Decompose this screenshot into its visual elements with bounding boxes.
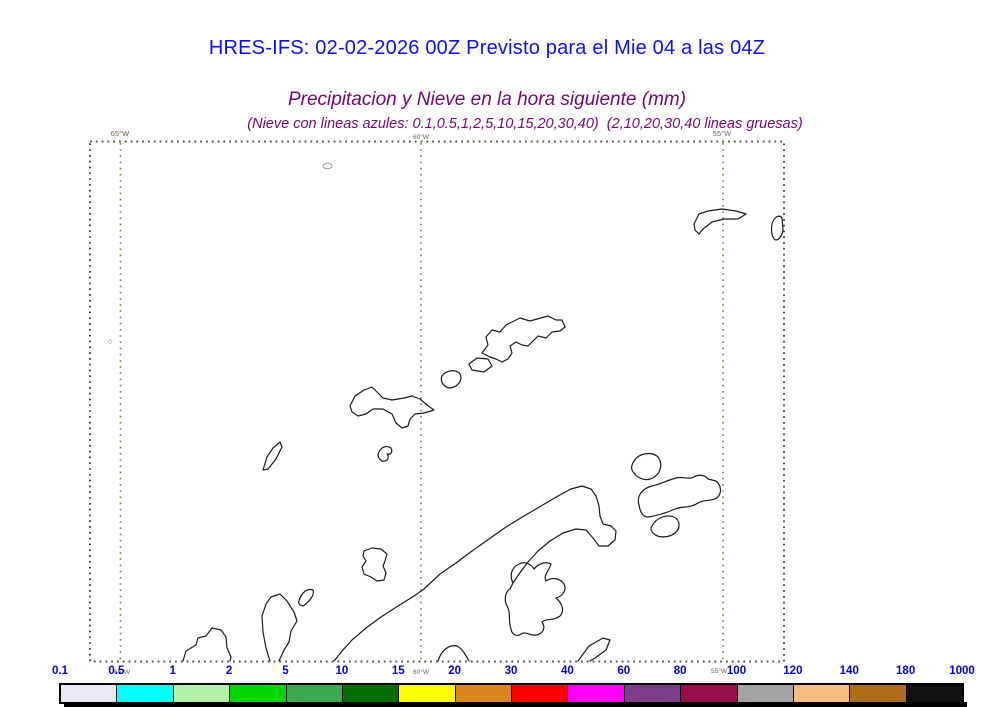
page-title: HRES-IFS: 02-02-2026 00Z Previsto para e…	[208, 37, 766, 59]
coastline-island-right-edge	[770, 215, 784, 241]
colorbar-tick-label: 140	[839, 665, 859, 677]
colorbar-tick-label: 1000	[949, 665, 975, 677]
colorbar-segment	[342, 685, 400, 702]
lon-label-bottom-55w: 55°W	[711, 667, 728, 675]
coastline-island-round-small	[440, 370, 462, 389]
lon-label-top-55w: 55°W	[713, 129, 732, 138]
colorbar-segment	[173, 685, 231, 702]
colorbar-segment	[681, 685, 738, 702]
coastline-island-brabant	[361, 547, 388, 582]
map-subtitle-note: (Nieve con lineas azules: 0.1,0.5,1,2,5,…	[247, 116, 803, 132]
colorbar-tick-label: 10	[335, 665, 349, 677]
colorbar-tick-label: 30	[504, 665, 518, 677]
coastline-island-livingston	[349, 386, 435, 429]
colorbar-segment	[793, 685, 851, 702]
map-subtitle: Precipitacion y Nieve en la hora siguien…	[287, 89, 687, 110]
colorbar-tick-label: 20	[448, 665, 462, 677]
colorbar-tick-label: 0.5	[108, 665, 125, 677]
small-island-icon	[322, 162, 333, 170]
coastline-bottom-hump	[437, 645, 470, 662]
coastline-island-king-george	[481, 315, 566, 363]
colorbar-segment	[61, 685, 118, 702]
coastline-island-dundee	[637, 474, 722, 518]
colorbar-segment	[737, 685, 794, 702]
colorbar-tick-label: 15	[391, 665, 405, 677]
lon-label-bottom-65w: 65°W	[114, 668, 131, 676]
colorbar-tick-label: 1	[169, 665, 176, 677]
colorbar-segment	[399, 685, 456, 702]
lon-label-top-65w: 65°W	[111, 129, 130, 138]
coastline-island-small-right	[650, 515, 680, 538]
islet-dot	[607, 644, 609, 646]
colorbar-tick-label: 60	[617, 665, 631, 677]
colorbar	[59, 683, 964, 704]
colorbar-segment	[230, 685, 287, 702]
coastline-island-hook	[377, 446, 393, 462]
colorbar-segment	[624, 685, 682, 702]
coastline-island-joinville	[693, 208, 747, 235]
colorbar-segment	[455, 685, 512, 702]
colorbar-segment	[117, 685, 174, 702]
coastline-bottom-triangle	[577, 637, 611, 662]
colorbar-tick-label: 0.1	[52, 665, 68, 677]
coastline-island-bottom-left	[182, 627, 232, 662]
colorbar-tick-label: 2	[225, 665, 233, 677]
coastline-island-anvers	[261, 593, 298, 662]
lon-label-top-60w: 60°W	[413, 133, 430, 141]
colorbar-segment	[512, 685, 569, 702]
coastline-fjord-blob	[504, 562, 566, 636]
colorbar-tick-label: 40	[560, 665, 574, 677]
colorbar-tick-label: 120	[783, 665, 803, 677]
colorbar-segment	[568, 685, 625, 702]
coastline-island-round-right	[631, 452, 662, 481]
graticule-label: 0	[108, 339, 112, 346]
lon-label-bottom-60w: 60°W	[413, 668, 430, 676]
coastline-island-sliver	[262, 441, 283, 471]
coastline-island-small-quad	[468, 357, 493, 373]
map-frame	[89, 140, 785, 663]
colorbar-shadow	[64, 702, 967, 707]
colorbar-segment	[906, 685, 962, 702]
colorbar-segment	[286, 685, 343, 702]
colorbar-segment	[850, 685, 907, 702]
colorbar-tick-label: 180	[896, 665, 916, 677]
coastline-peninsula-coast	[333, 485, 617, 662]
colorbar-tick-label: 80	[673, 665, 687, 677]
colorbar-tick-label: 100	[726, 665, 747, 677]
colorbar-tick-label: 5	[282, 665, 289, 677]
coastline-island-banana	[298, 588, 314, 607]
